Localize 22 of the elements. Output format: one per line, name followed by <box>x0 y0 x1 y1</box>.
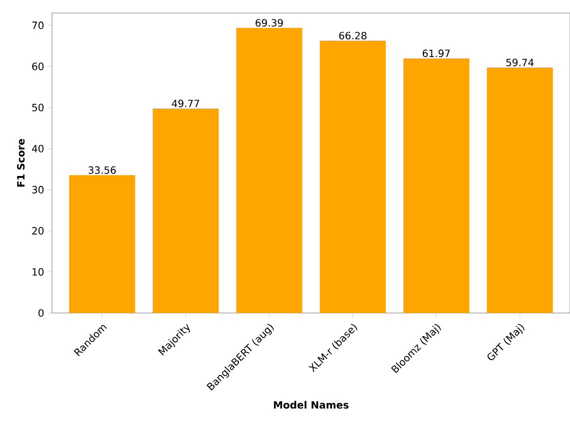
bar <box>403 58 470 313</box>
y-tick-label: 30 <box>32 186 44 194</box>
data-label: 49.77 <box>172 100 200 108</box>
y-tick-label: 20 <box>32 227 44 235</box>
y-tick-label: 60 <box>32 62 44 70</box>
x-axis-title: Model Names <box>274 400 349 409</box>
bar <box>69 175 136 313</box>
data-label: 33.56 <box>88 166 116 174</box>
y-tick-label: 50 <box>32 104 44 112</box>
bar <box>486 67 553 313</box>
y-tick-label: 10 <box>32 268 44 276</box>
bar <box>152 108 219 313</box>
y-tick-label: 70 <box>32 22 44 30</box>
y-tick-label: 0 <box>38 309 44 317</box>
data-label: 59.74 <box>506 58 534 66</box>
y-tick-label: 40 <box>32 144 44 152</box>
data-label: 66.28 <box>339 32 366 40</box>
bar <box>236 28 302 313</box>
y-axis-title: F1 Score <box>17 138 25 187</box>
data-label: 61.97 <box>422 50 450 58</box>
data-label: 69.39 <box>256 19 283 27</box>
bar <box>320 40 386 313</box>
